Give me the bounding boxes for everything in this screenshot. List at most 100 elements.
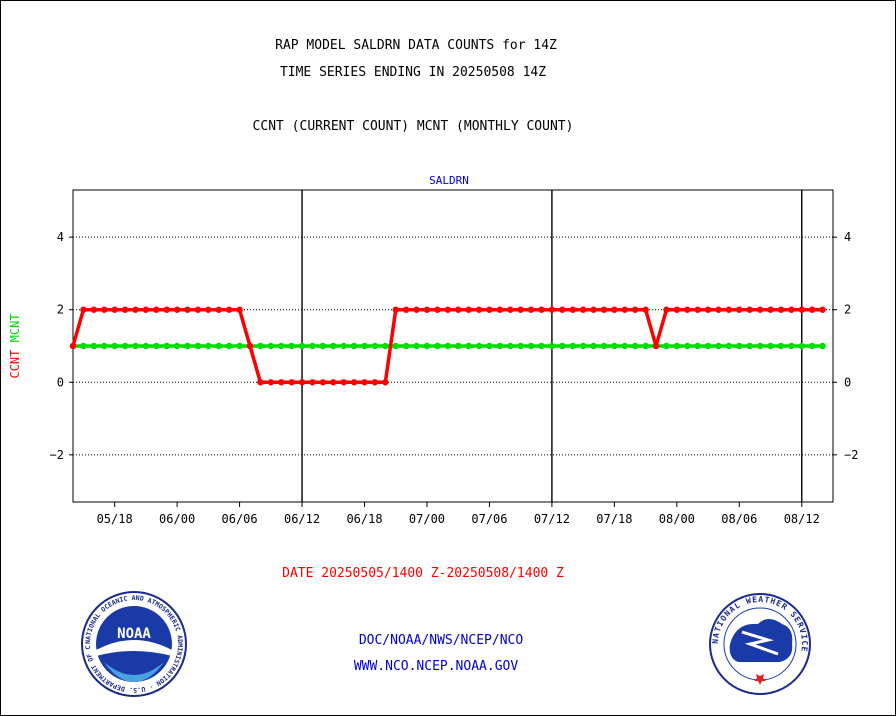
y-axis-label: CCNT MCNT <box>8 313 22 378</box>
data-point-ccnt <box>371 379 379 386</box>
data-point-ccnt <box>90 306 98 313</box>
data-point-ccnt <box>788 306 795 313</box>
data-point-mcnt <box>288 342 295 350</box>
data-point-ccnt <box>600 306 608 313</box>
data-point-ccnt <box>423 306 431 313</box>
data-point-ccnt <box>278 379 285 386</box>
data-point-ccnt <box>673 306 681 313</box>
data-point-ccnt <box>475 306 483 313</box>
data-point-mcnt <box>340 342 347 350</box>
data-point-ccnt <box>694 306 701 313</box>
data-point-ccnt <box>382 379 389 386</box>
data-point-mcnt <box>444 342 451 350</box>
data-point-mcnt <box>819 342 826 350</box>
chart-title-line2: TIME SERIES ENDING IN 20250508 14Z <box>279 65 547 80</box>
y-tick-label-left: −2 <box>50 448 64 462</box>
data-point-mcnt <box>756 342 764 350</box>
data-point-mcnt <box>736 342 743 350</box>
data-point-mcnt <box>111 342 118 350</box>
data-point-mcnt <box>715 342 722 350</box>
y-axis-label-part: MCNT <box>8 313 22 349</box>
data-point-mcnt <box>142 342 150 350</box>
data-point-ccnt <box>579 306 587 313</box>
data-point-ccnt <box>340 379 347 386</box>
x-tick-label: 07/00 <box>409 512 445 526</box>
data-point-ccnt <box>101 306 108 313</box>
data-point-mcnt <box>382 342 389 350</box>
data-point-mcnt <box>746 342 753 350</box>
data-point-ccnt <box>663 306 670 313</box>
data-point-ccnt <box>631 306 639 313</box>
data-point-mcnt <box>808 342 816 350</box>
data-point-ccnt <box>142 306 150 313</box>
data-point-ccnt <box>715 306 722 313</box>
x-tick-label: 05/18 <box>97 512 133 526</box>
data-point-mcnt <box>642 342 649 350</box>
data-point-mcnt <box>788 342 795 350</box>
org-path-link[interactable]: DOC/NOAA/NWS/NCEP/NCO <box>358 633 524 648</box>
data-point-mcnt <box>121 342 129 350</box>
data-point-mcnt <box>777 342 785 350</box>
data-point-mcnt <box>371 342 379 350</box>
data-point-ccnt <box>569 306 576 313</box>
data-point-ccnt <box>496 306 504 313</box>
y-tick-label-left: 4 <box>57 230 64 244</box>
data-point-ccnt <box>756 306 764 313</box>
x-tick-label: 07/18 <box>596 512 632 526</box>
data-point-mcnt <box>507 342 514 350</box>
data-point-ccnt <box>465 306 472 313</box>
data-point-ccnt <box>205 306 212 313</box>
data-point-mcnt <box>767 342 774 350</box>
data-point-ccnt <box>642 306 649 313</box>
plot-title: SALDRN <box>429 174 469 187</box>
data-point-mcnt <box>350 342 358 350</box>
y-tick-label-left: 2 <box>57 303 64 317</box>
data-point-ccnt <box>486 306 493 313</box>
data-point-ccnt <box>507 306 514 313</box>
data-point-ccnt <box>288 379 295 386</box>
data-point-mcnt <box>392 342 399 350</box>
data-point-ccnt <box>590 306 597 313</box>
data-point-ccnt <box>121 306 129 313</box>
data-point-mcnt <box>548 342 556 350</box>
data-point-mcnt <box>694 342 701 350</box>
data-point-ccnt <box>350 379 358 386</box>
data-point-ccnt <box>736 306 743 313</box>
data-point-ccnt <box>413 306 420 313</box>
data-point-mcnt <box>559 342 566 350</box>
chart-subtitle: CCNT (CURRENT COUNT) MCNT (MONTHLY COUNT… <box>252 119 574 134</box>
data-point-mcnt <box>309 342 316 350</box>
data-point-mcnt <box>590 342 597 350</box>
x-tick-label: 08/06 <box>721 512 757 526</box>
date-range-label: DATE 20250505/1400 Z-20250508/1400 Z <box>282 566 564 581</box>
data-point-mcnt <box>80 342 87 350</box>
data-point-ccnt <box>267 379 275 386</box>
x-tick-label: 06/06 <box>222 512 258 526</box>
y-tick-label-right: −2 <box>844 448 858 462</box>
data-point-ccnt <box>69 342 77 350</box>
data-point-mcnt <box>621 342 628 350</box>
data-point-mcnt <box>663 342 670 350</box>
data-point-ccnt <box>153 306 160 313</box>
data-point-mcnt <box>225 342 233 350</box>
data-point-mcnt <box>173 342 181 350</box>
x-tick-label: 06/00 <box>159 512 195 526</box>
data-point-mcnt <box>90 342 98 350</box>
data-point-mcnt <box>455 342 462 350</box>
data-point-ccnt <box>225 306 233 313</box>
x-tick-label: 06/18 <box>346 512 382 526</box>
time-series-chart: SALDRN −2 −2 0 0 2 2 4 4 05/18 06/00 06/06 06/12 06… <box>8 174 858 526</box>
data-point-mcnt <box>101 342 108 350</box>
website-link[interactable]: WWW.NCO.NCEP.NOAA.GOV <box>353 659 519 674</box>
data-point-mcnt <box>611 342 618 350</box>
data-point-ccnt <box>548 306 556 313</box>
data-point-mcnt <box>194 342 202 350</box>
data-point-mcnt <box>569 342 576 350</box>
y-axis-label-text: CCNT MCNT <box>8 313 22 378</box>
data-point-mcnt <box>267 342 275 350</box>
data-point-ccnt <box>236 306 243 313</box>
data-point-mcnt <box>725 342 733 350</box>
data-point-mcnt <box>298 342 306 350</box>
data-point-mcnt <box>579 342 587 350</box>
data-point-mcnt <box>163 342 170 350</box>
